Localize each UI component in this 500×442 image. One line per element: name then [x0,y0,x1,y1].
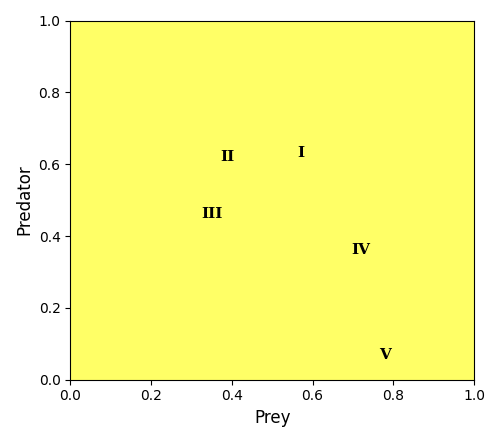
X-axis label: Prey: Prey [254,409,290,427]
Text: IV: IV [352,244,370,257]
Text: III: III [201,207,222,221]
Text: V: V [379,347,391,362]
Text: II: II [220,150,235,164]
Y-axis label: Predator: Predator [15,165,33,236]
Text: I: I [297,146,304,160]
